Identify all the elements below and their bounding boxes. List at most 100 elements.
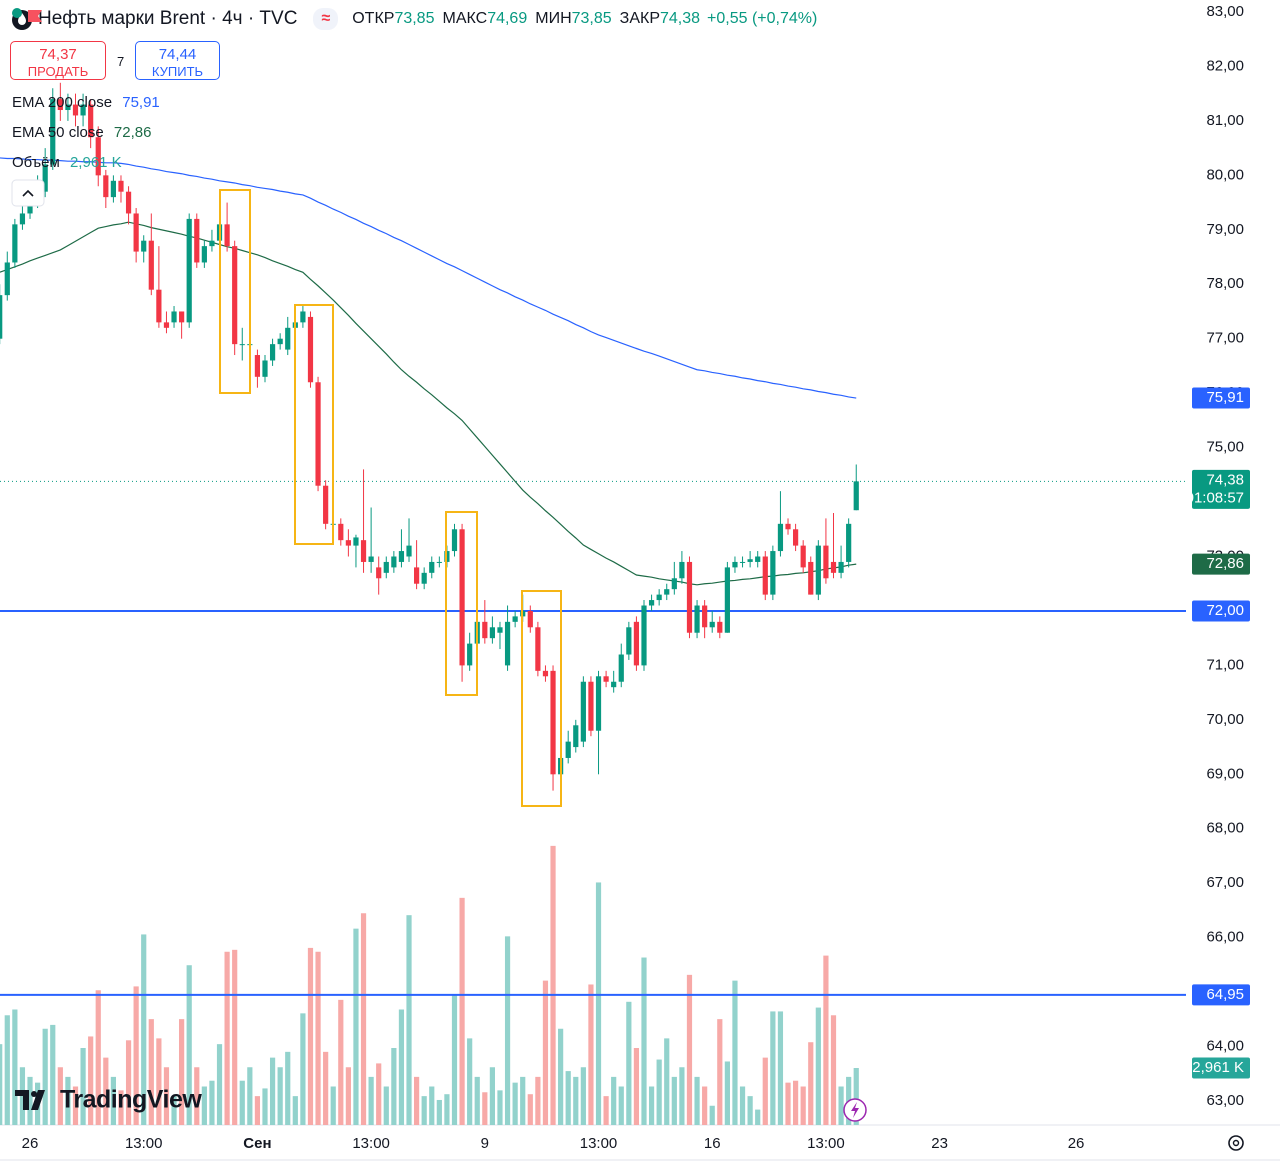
last-price-tag-text: 74,38 — [1206, 471, 1244, 488]
y-tick-label: 77,00 — [1206, 330, 1244, 347]
legend-name: EMA 200 close — [12, 94, 113, 111]
flag-icon[interactable] — [26, 8, 44, 24]
volume-bar — [793, 1080, 799, 1125]
volume-bar — [148, 1019, 154, 1125]
volume-bar — [671, 1076, 677, 1125]
legend: EMA 200 close 75,91 EMA 50 close 72,86 О… — [12, 91, 160, 181]
x-tick-label: 26 — [22, 1135, 39, 1152]
y-tick-label: 69,00 — [1206, 765, 1244, 782]
candle-body — [50, 99, 56, 165]
status-pill[interactable]: ≈ — [12, 8, 339, 30]
volume-bar — [648, 1086, 655, 1125]
candle-body — [19, 213, 26, 225]
candle-body — [338, 523, 344, 541]
candle-body — [27, 202, 33, 214]
volume-tag — [1192, 1057, 1250, 1079]
candle-body — [179, 311, 185, 323]
volume-bar — [694, 1076, 700, 1125]
candle-body — [535, 627, 541, 671]
volume-tag-text: 2,961 K — [1192, 1059, 1244, 1076]
candle-body — [383, 561, 389, 573]
x-tick-label: 13:00 — [352, 1135, 390, 1152]
candle-body — [414, 567, 420, 584]
volume-bar — [527, 1094, 533, 1125]
volume-bar — [815, 1007, 821, 1125]
volume-bar — [800, 1086, 806, 1125]
logo: TradingView — [15, 1086, 203, 1114]
candle-body — [573, 725, 579, 748]
ema-tag-text: 75,91 — [1206, 389, 1244, 406]
candle-body — [808, 561, 814, 595]
volume-bar — [0, 1044, 3, 1125]
buy-button[interactable]: 74,44 КУПИТЬ — [135, 41, 220, 80]
change: +0,55 (+0,74%) — [707, 10, 818, 27]
x-tick-label: 26 — [1068, 1135, 1085, 1152]
volume-bar — [451, 994, 458, 1125]
collapse-button[interactable] — [11, 179, 45, 207]
lightning-glyph — [851, 1102, 859, 1118]
status-dot — [12, 8, 22, 18]
candle-body — [732, 561, 738, 568]
candle-body — [846, 523, 852, 562]
candle-body — [542, 670, 549, 677]
candle-body — [497, 627, 503, 633]
sell-button[interactable]: 74,37 ПРОДАТЬ — [10, 41, 106, 80]
candle-body — [815, 545, 821, 595]
candle-body — [618, 654, 624, 682]
volume-bar — [830, 1015, 837, 1125]
candle-body — [307, 316, 314, 383]
candle-body — [201, 246, 207, 263]
candle-body — [588, 681, 594, 731]
status-dot-shape — [12, 8, 22, 18]
volume-bar — [391, 1048, 397, 1125]
x-tick-label: 13:00 — [580, 1135, 618, 1152]
volume-bar — [467, 1038, 473, 1125]
line-tag — [1192, 600, 1250, 622]
candle-body — [686, 561, 693, 633]
volume-bar — [588, 984, 594, 1125]
volume-bar — [12, 1009, 18, 1125]
settings-icon[interactable] — [1228, 1135, 1244, 1151]
candle-body — [656, 594, 662, 601]
volume-bar — [542, 980, 549, 1125]
volume-bar — [573, 1076, 579, 1125]
legend-name: Объём — [12, 154, 60, 171]
volume-bar — [686, 974, 693, 1125]
candle-body — [277, 338, 283, 345]
candle-body — [770, 551, 776, 595]
y-tick-label: 64,00 — [1206, 1038, 1244, 1055]
volume-bar — [247, 1067, 253, 1125]
volume-bar — [110, 1076, 116, 1125]
volume-bar — [330, 1086, 336, 1125]
volume-bar — [42, 1028, 48, 1125]
candle-body — [679, 561, 685, 579]
settings-icon-core — [1232, 1139, 1240, 1147]
candle-body — [118, 180, 124, 192]
candle-body — [489, 627, 495, 639]
volume-bar — [19, 1067, 26, 1125]
candle-body — [641, 605, 647, 666]
candle-body — [626, 627, 632, 655]
volume-bar — [414, 1076, 420, 1125]
candle-body — [171, 311, 177, 323]
ema-tag — [1192, 387, 1250, 409]
candle-body — [755, 556, 761, 562]
legend-value: 2,961 K — [69, 154, 122, 171]
y-tick-label: 67,00 — [1206, 874, 1244, 891]
volume-bar — [664, 1038, 670, 1125]
line-tag-text: 64,95 — [1206, 986, 1244, 1003]
y-tick-label: 82,00 — [1206, 57, 1244, 74]
candle-body — [12, 224, 18, 263]
x-tick-label: Сен — [243, 1135, 271, 1152]
volume-bar — [125, 1040, 132, 1125]
candle-body — [512, 616, 518, 622]
candle-body — [125, 191, 132, 214]
buy-price: 74,44 — [158, 46, 197, 63]
candle-body — [823, 545, 829, 579]
candle-body — [285, 327, 291, 350]
candle-body — [633, 621, 640, 666]
volume-bar — [747, 1096, 753, 1125]
candle-body — [429, 561, 435, 573]
candle-body — [421, 572, 427, 584]
